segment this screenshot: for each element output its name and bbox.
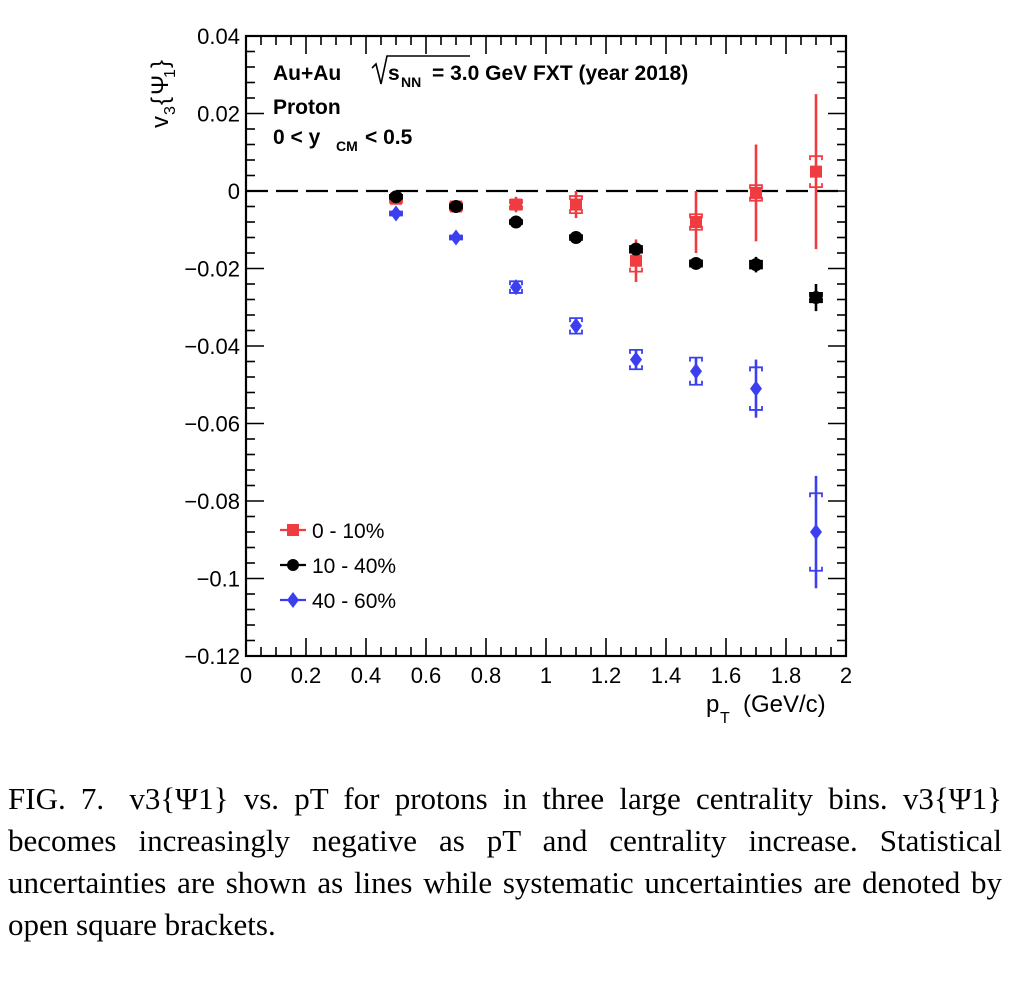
sys-bracket-bottom xyxy=(809,183,823,189)
sys-bracket-top xyxy=(689,356,703,362)
y-tick-label: 0.04 xyxy=(197,24,240,49)
annotation-rapidity-right: < 0.5 xyxy=(365,126,413,149)
series-10-40 xyxy=(389,190,823,312)
annotation-energy-sub: NN xyxy=(401,74,421,90)
sys-bracket-top xyxy=(809,155,823,161)
sys-bracket-top xyxy=(809,492,823,498)
legend-label-40-60: 40 - 60% xyxy=(312,590,396,613)
legend: 0 - 10% 10 - 40% 40 - 60% xyxy=(280,520,396,613)
y-tick-label: 0.02 xyxy=(197,102,240,127)
plot-frame-and-ticks: 0 0.2 0.4 0.6 0.8 1 1.2 1.4 1.6 1.8 2 0.04 0.02 0 −0.0… xyxy=(184,24,852,688)
legend-square-marker xyxy=(287,524,299,536)
x-tick-label: 1.6 xyxy=(711,663,742,688)
figure-caption: FIG. 7. v3{Ψ1} vs. pT for protons in thr… xyxy=(8,778,1002,946)
square-marker xyxy=(810,165,822,178)
circle-marker xyxy=(509,215,523,229)
series-0-10 xyxy=(389,94,823,283)
y-tick-label: −0.04 xyxy=(184,334,240,359)
sys-bracket-top xyxy=(629,348,643,354)
caption-label: FIG. 7. xyxy=(8,781,105,816)
sys-bracket-bottom xyxy=(749,405,763,411)
y-tick-label: −0.08 xyxy=(184,489,240,514)
ylabel-brace-close: } xyxy=(147,60,174,68)
circle-marker xyxy=(569,231,583,244)
xlabel-sub: T xyxy=(720,710,730,727)
diamond-marker xyxy=(750,380,762,397)
square-marker xyxy=(630,254,642,267)
square-marker xyxy=(570,198,582,211)
annotation-system: Au+Au xyxy=(273,62,341,85)
sys-bracket-bottom xyxy=(689,380,703,386)
y-tick-label: 0 xyxy=(228,179,240,204)
circle-marker xyxy=(449,200,463,213)
ylabel-main: v xyxy=(147,116,174,128)
legend-entry-40-60: 40 - 60% xyxy=(280,590,396,613)
sys-bracket-top xyxy=(749,366,763,372)
ylabel-psi: Ψ xyxy=(147,75,174,95)
diamond-marker xyxy=(450,229,462,246)
circle-marker xyxy=(809,291,823,305)
annotation-rapidity-left: 0 < y xyxy=(273,126,321,149)
sqrt-symbol xyxy=(371,55,470,85)
sys-bracket-bottom xyxy=(569,209,583,214)
diamond-marker xyxy=(810,524,822,540)
square-marker xyxy=(510,198,522,211)
diamond-marker xyxy=(690,363,702,380)
xlabel-main: p xyxy=(706,691,719,718)
diamond-marker xyxy=(510,279,522,296)
series-40-60 xyxy=(389,205,823,589)
y-tick-label: −0.02 xyxy=(184,257,240,282)
sys-bracket-bottom xyxy=(629,267,643,273)
sys-bracket-top xyxy=(569,195,583,201)
legend-entry-10-40: 10 - 40% xyxy=(280,555,396,578)
x-axis-label: p T (GeV/c) xyxy=(706,691,826,727)
x-tick-label: 0.6 xyxy=(411,663,442,688)
y-tick-label: −0.1 xyxy=(197,567,240,592)
sys-bracket-bottom xyxy=(629,365,643,371)
data-points xyxy=(389,94,823,589)
x-tick-label: 1 xyxy=(540,663,552,688)
x-tick-label: 1.2 xyxy=(591,663,622,688)
ylabel-brace-open: { xyxy=(147,97,174,105)
caption-text: v3{Ψ1} vs. pT for protons in three large… xyxy=(8,781,1003,942)
annotation-energy-rest: = 3.0 GeV FXT (year 2018) xyxy=(432,62,688,85)
diamond-marker xyxy=(390,205,402,222)
diamond-marker xyxy=(570,317,582,334)
legend-diamond-marker xyxy=(287,592,299,608)
annotation-particle: Proton xyxy=(273,96,341,119)
ylabel-sub: 3 xyxy=(162,106,179,115)
y-tick-label: −0.06 xyxy=(184,412,240,437)
v3-vs-pt-chart: 0 0.2 0.4 0.6 0.8 1 1.2 1.4 1.6 1.8 2 0.04 0.02 0 −0.0… xyxy=(147,24,852,727)
x-tick-label: 0 xyxy=(240,663,252,688)
annotation-block: Au+Au s NN = 3.0 GeV FXT (year 2018) Pro… xyxy=(273,55,688,154)
x-tick-label: 2 xyxy=(840,663,852,688)
legend-label-10-40: 10 - 40% xyxy=(312,555,396,578)
ylabel-psi-sub: 1 xyxy=(162,69,179,78)
diamond-marker xyxy=(630,351,642,368)
legend-label-0-10: 0 - 10% xyxy=(312,520,384,543)
x-tick-label: 1.8 xyxy=(771,663,802,688)
x-tick-label: 0.8 xyxy=(471,663,502,688)
circle-marker xyxy=(389,190,403,204)
annotation-energy-prefix: s xyxy=(388,62,400,85)
x-tick-label: 0.2 xyxy=(291,663,322,688)
y-tick-label: −0.12 xyxy=(184,644,240,669)
circle-marker xyxy=(629,242,643,256)
xlabel-rest: (GeV/c) xyxy=(743,691,826,718)
circle-marker xyxy=(689,256,703,270)
legend-entry-0-10: 0 - 10% xyxy=(280,520,384,543)
circle-marker xyxy=(749,258,763,272)
sys-bracket-bottom xyxy=(809,566,823,572)
x-tick-label: 0.4 xyxy=(351,663,382,688)
x-tick-label: 1.4 xyxy=(651,663,682,688)
square-marker xyxy=(750,186,762,199)
annotation-rapidity-sub: CM xyxy=(336,138,358,154)
square-marker xyxy=(690,216,702,228)
y-axis-label: v 3 { Ψ 1 } xyxy=(147,60,179,128)
legend-circle-marker xyxy=(287,559,299,571)
